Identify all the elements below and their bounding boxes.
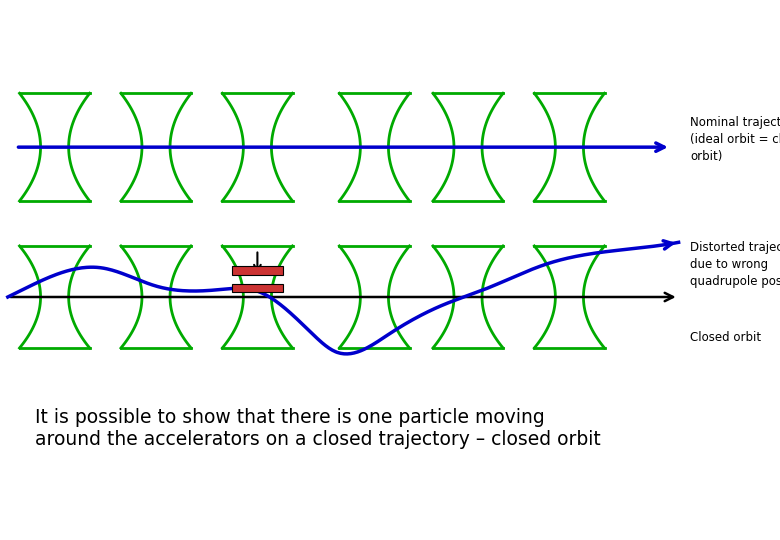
Text: Quadrupole and Dipole kicks: Quadrupole and Dipole kicks <box>198 21 691 50</box>
Text: CERN: CERN <box>30 20 56 29</box>
Bar <box>232 266 282 275</box>
Text: It is possible to show that there is one particle moving
around the accelerators: It is possible to show that there is one… <box>35 408 601 449</box>
Text: Nominal trajectory
(ideal orbit = closed
orbit): Nominal trajectory (ideal orbit = closed… <box>690 116 780 163</box>
Text: Closed orbit: Closed orbit <box>690 332 761 345</box>
Bar <box>232 284 282 292</box>
Text: Distorted trajectory
due to wrong
quadrupole position: Distorted trajectory due to wrong quadru… <box>690 241 780 288</box>
Text: page 17: page 17 <box>725 523 764 533</box>
Text: USPAS Machine Protection 2016: USPAS Machine Protection 2016 <box>312 523 468 533</box>
Text: Rüdiger Schmidt: Rüdiger Schmidt <box>16 523 97 533</box>
